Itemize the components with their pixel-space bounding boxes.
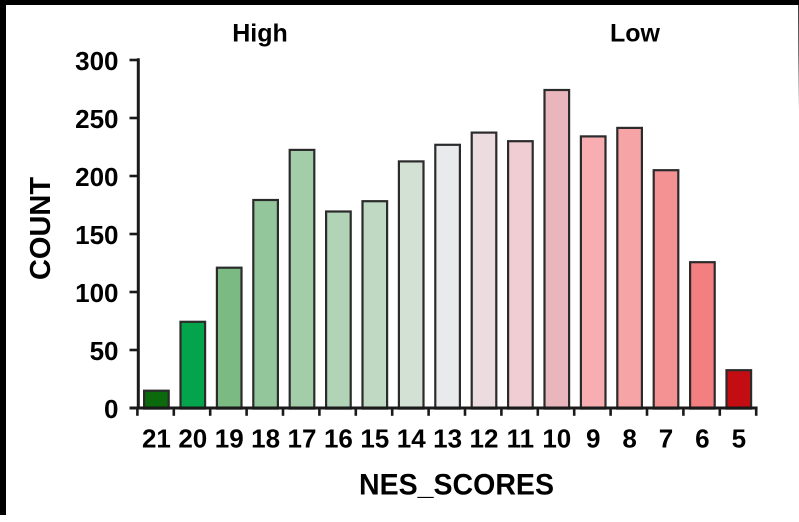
- svg-text:200: 200: [75, 162, 118, 192]
- svg-text:50: 50: [90, 336, 119, 366]
- svg-text:12: 12: [470, 423, 499, 453]
- svg-text:18: 18: [251, 423, 280, 453]
- svg-text:5: 5: [732, 423, 746, 453]
- svg-text:100: 100: [75, 278, 118, 308]
- svg-text:16: 16: [324, 423, 353, 453]
- svg-text:6: 6: [695, 423, 709, 453]
- svg-text:21: 21: [142, 423, 171, 453]
- svg-text:13: 13: [433, 423, 462, 453]
- svg-text:19: 19: [215, 423, 244, 453]
- svg-text:COUNT: COUNT: [25, 177, 57, 280]
- svg-text:250: 250: [75, 104, 118, 134]
- svg-text:7: 7: [659, 423, 673, 453]
- svg-text:10: 10: [542, 423, 571, 453]
- svg-text:15: 15: [360, 423, 389, 453]
- svg-text:8: 8: [622, 423, 636, 453]
- svg-text:20: 20: [178, 423, 207, 453]
- svg-text:11: 11: [507, 423, 535, 453]
- svg-text:300: 300: [75, 46, 118, 76]
- svg-text:Low: Low: [610, 20, 661, 48]
- svg-text:150: 150: [75, 220, 118, 250]
- svg-text:High: High: [232, 20, 288, 48]
- svg-text:14: 14: [397, 423, 426, 453]
- svg-text:17: 17: [288, 423, 317, 453]
- svg-text:0: 0: [104, 394, 118, 424]
- svg-text:9: 9: [586, 423, 600, 453]
- svg-text:NES_SCORES: NES_SCORES: [359, 469, 554, 502]
